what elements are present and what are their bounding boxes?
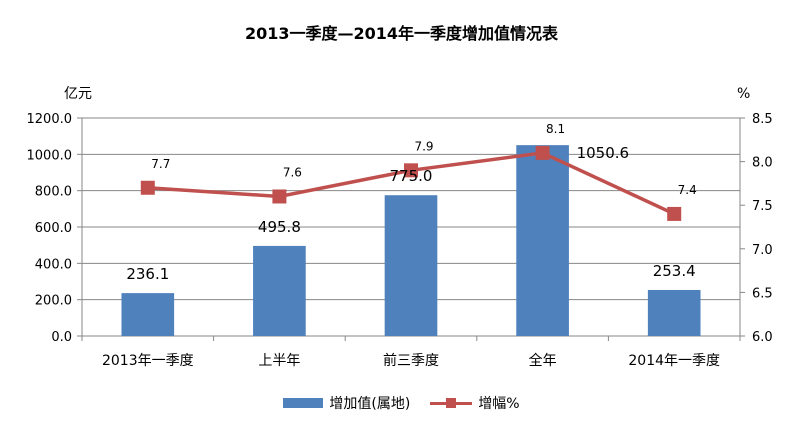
line-point	[272, 189, 287, 204]
bar	[647, 289, 701, 336]
y-tick-label: 1000.0	[27, 148, 73, 163]
bar-data-label: 253.4	[653, 262, 696, 280]
y-tick-label: 800.0	[35, 185, 72, 200]
y-tick-label: 200.0	[35, 294, 72, 309]
y2-tick-label: 8.0	[752, 156, 773, 171]
bar-data-label: 236.1	[126, 265, 169, 283]
x-tick-label: 前三季度	[383, 352, 439, 369]
line-data-label: 7.6	[283, 165, 302, 179]
x-tick-label: 2014年一季度	[628, 353, 720, 369]
line-data-label: 7.4	[678, 183, 697, 197]
x-tick-label: 2013年一季度	[102, 353, 194, 369]
bar-data-label: 495.8	[258, 218, 301, 236]
bar	[384, 195, 438, 336]
y2-tick-label: 6.5	[752, 286, 773, 301]
legend-swatch-bar	[283, 398, 324, 408]
legend-label-bar: 增加值(属地)	[329, 396, 411, 412]
legend-swatch-line	[430, 397, 473, 409]
line-data-label: 8.1	[546, 122, 565, 136]
x-tick-label: 全年	[529, 352, 557, 369]
y2-tick-label: 8.5	[752, 112, 773, 127]
right-axis-unit: %	[737, 86, 751, 102]
legend-label-line: 增幅%	[478, 396, 520, 412]
left-axis-unit: 亿元	[64, 86, 92, 102]
line-data-label: 7.9	[414, 139, 433, 153]
y2-tick-label: 7.0	[752, 243, 773, 258]
line-point	[667, 206, 682, 221]
x-tick-label: 上半年	[258, 353, 300, 369]
y2-tick-label: 6.0	[752, 330, 773, 345]
y-tick-label: 1200.0	[27, 112, 73, 127]
line-point	[535, 145, 550, 160]
bar-data-label: 775.0	[390, 167, 433, 185]
legend-item-bar: 增加值(属地)	[283, 393, 410, 413]
y-tick-label: 400.0	[35, 257, 72, 272]
bar	[253, 245, 306, 336]
chart-title: 2013一季度—2014年一季度增加值情况表	[244, 24, 559, 43]
y2-tick-label: 7.5	[752, 199, 773, 214]
y-tick-label: 600.0	[35, 221, 72, 236]
bar-data-label: 1050.6	[577, 144, 630, 162]
legend-item-line: 增幅%	[430, 393, 520, 413]
bar	[516, 145, 569, 336]
line-point	[404, 163, 418, 178]
line-point	[140, 180, 155, 195]
legend: 增加值(属地) 增幅%	[0, 393, 803, 413]
y-tick-label: 0.0	[51, 330, 72, 345]
bar	[121, 293, 175, 336]
line-data-label: 7.7	[151, 157, 170, 171]
